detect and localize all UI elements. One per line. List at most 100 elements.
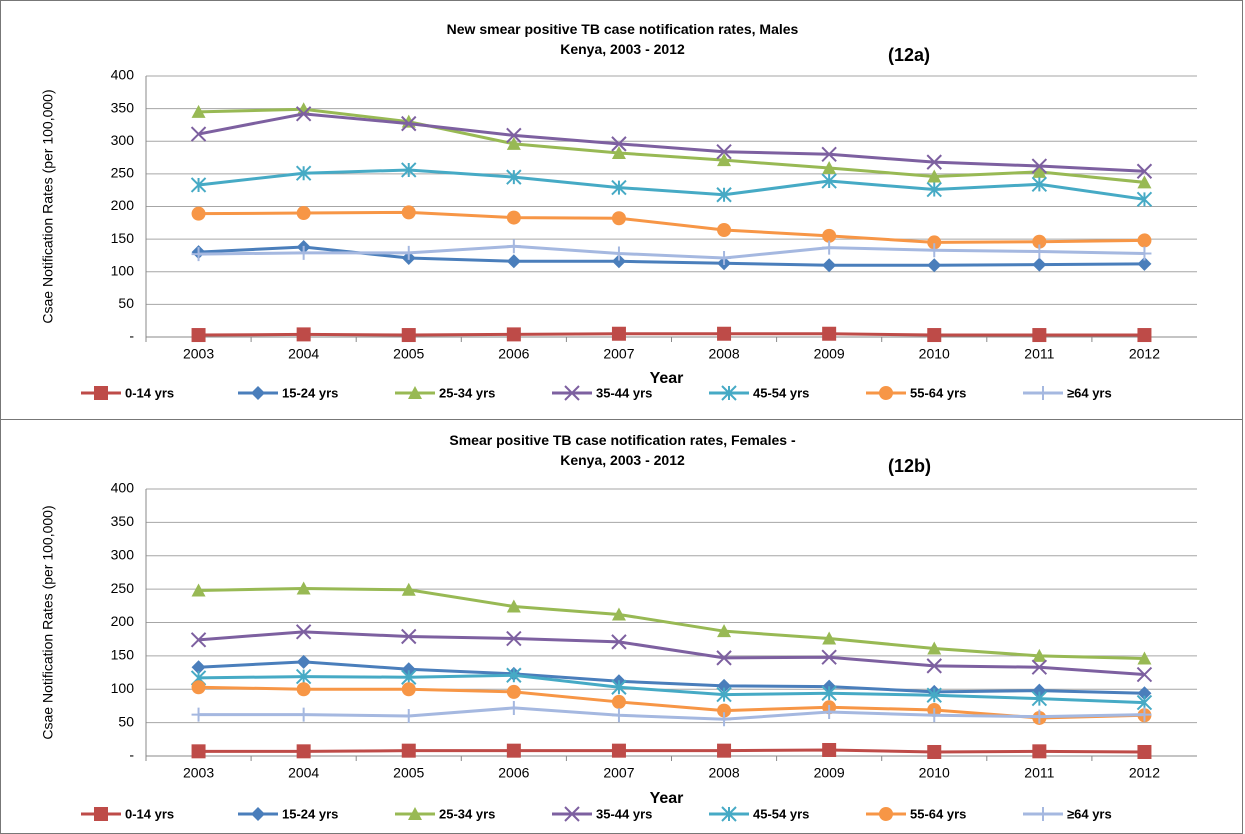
marker (927, 641, 942, 655)
marker (506, 239, 521, 254)
x-tick-label: 2012 (1129, 346, 1160, 362)
marker (716, 143, 732, 160)
series-line (198, 332, 1145, 337)
legend-label: 45-54 yrs (753, 385, 809, 400)
marker (1137, 256, 1152, 271)
marker (401, 743, 416, 758)
marker (1137, 686, 1152, 701)
x-tick-label: 2011 (1024, 346, 1054, 362)
marker (821, 685, 837, 701)
legend-label: 55-64 yrs (910, 385, 966, 400)
x-tick-label: 2006 (498, 765, 529, 781)
marker (717, 326, 732, 341)
marker (717, 743, 732, 758)
marker (506, 684, 521, 699)
marker (94, 807, 108, 821)
marker (927, 328, 942, 343)
y-tick-label: - (129, 328, 134, 344)
marker (401, 115, 417, 132)
series-line (198, 630, 1145, 677)
marker (717, 703, 732, 718)
x-tick-label: 2003 (183, 765, 214, 781)
marker (1136, 163, 1153, 179)
y-tick-label: 300 (111, 546, 135, 562)
marker (564, 806, 580, 822)
marker (611, 708, 626, 723)
marker (717, 678, 732, 693)
marker (611, 694, 626, 709)
marker (191, 206, 206, 221)
marker (1032, 648, 1047, 662)
y-tick-label: 100 (111, 680, 135, 696)
panel: - 50 100 150 200 250 300 350 400 2003 2004 2005 2006… (0, 419, 1243, 834)
x-tick-label: 2007 (603, 346, 634, 362)
marker (191, 680, 206, 695)
legend-label: 35-44 yrs (596, 806, 652, 821)
x-tick-label: 2005 (393, 765, 424, 781)
marker (401, 669, 417, 685)
y-tick-label: 350 (111, 513, 135, 529)
x-tick-label: 2004 (288, 765, 319, 781)
marker (506, 136, 521, 150)
marker (1031, 158, 1048, 174)
marker (1136, 666, 1153, 683)
x-tick-label: 2004 (288, 346, 319, 362)
marker (926, 658, 942, 674)
series-line (198, 586, 1145, 661)
marker (94, 386, 108, 400)
legend-label: 35-44 yrs (596, 385, 652, 400)
series-line (198, 660, 1145, 695)
marker (611, 136, 627, 152)
marker (251, 386, 265, 400)
x-tick-label: 2005 (393, 346, 424, 362)
y-tick-label: 100 (111, 262, 135, 278)
y-tick-label: 250 (111, 580, 135, 596)
marker (1032, 244, 1047, 259)
marker (506, 599, 521, 613)
marker (564, 385, 580, 401)
x-tick-label: 2006 (498, 346, 529, 362)
marker (879, 807, 893, 821)
legend-label: 25-34 yrs (439, 385, 495, 400)
marker (1036, 386, 1050, 400)
marker (506, 630, 522, 647)
legend-label: ≥64 yrs (1067, 385, 1112, 400)
marker (1137, 707, 1152, 722)
legend-label: 45-54 yrs (753, 806, 809, 821)
marker (506, 127, 522, 144)
marker (401, 682, 416, 697)
marker (926, 154, 942, 170)
marker (1137, 651, 1152, 665)
y-tick-label: 250 (111, 165, 135, 181)
chart-title: New smear positive TB case notification … (446, 21, 799, 57)
x-axis-title: Year (650, 370, 684, 387)
marker (506, 210, 521, 225)
marker (296, 744, 311, 759)
marker (716, 650, 732, 666)
marker (1032, 234, 1047, 249)
marker (191, 583, 206, 597)
marker (296, 245, 311, 260)
marker (506, 667, 522, 683)
y-tick-label: 200 (111, 613, 135, 629)
marker (611, 254, 626, 269)
marker (401, 205, 416, 220)
series-line (198, 685, 1145, 720)
marker (191, 660, 206, 675)
marker (191, 247, 206, 262)
x-tick-label: 2012 (1129, 765, 1160, 781)
marker (295, 668, 312, 685)
marker (191, 744, 206, 759)
legend-label: 0-14 yrs (125, 385, 174, 400)
series-line (198, 673, 1145, 705)
x-tick-label: 2003 (183, 346, 214, 362)
marker (401, 162, 417, 178)
marker (190, 632, 207, 648)
marker (717, 222, 732, 237)
marker (1036, 807, 1050, 821)
chart: - 50 100 150 200 250 300 350 400 2003 2004 2005 2006… (40, 480, 1197, 822)
marker (1031, 659, 1048, 675)
marker (1032, 257, 1047, 272)
marker (611, 211, 626, 226)
series-line (198, 244, 1145, 260)
